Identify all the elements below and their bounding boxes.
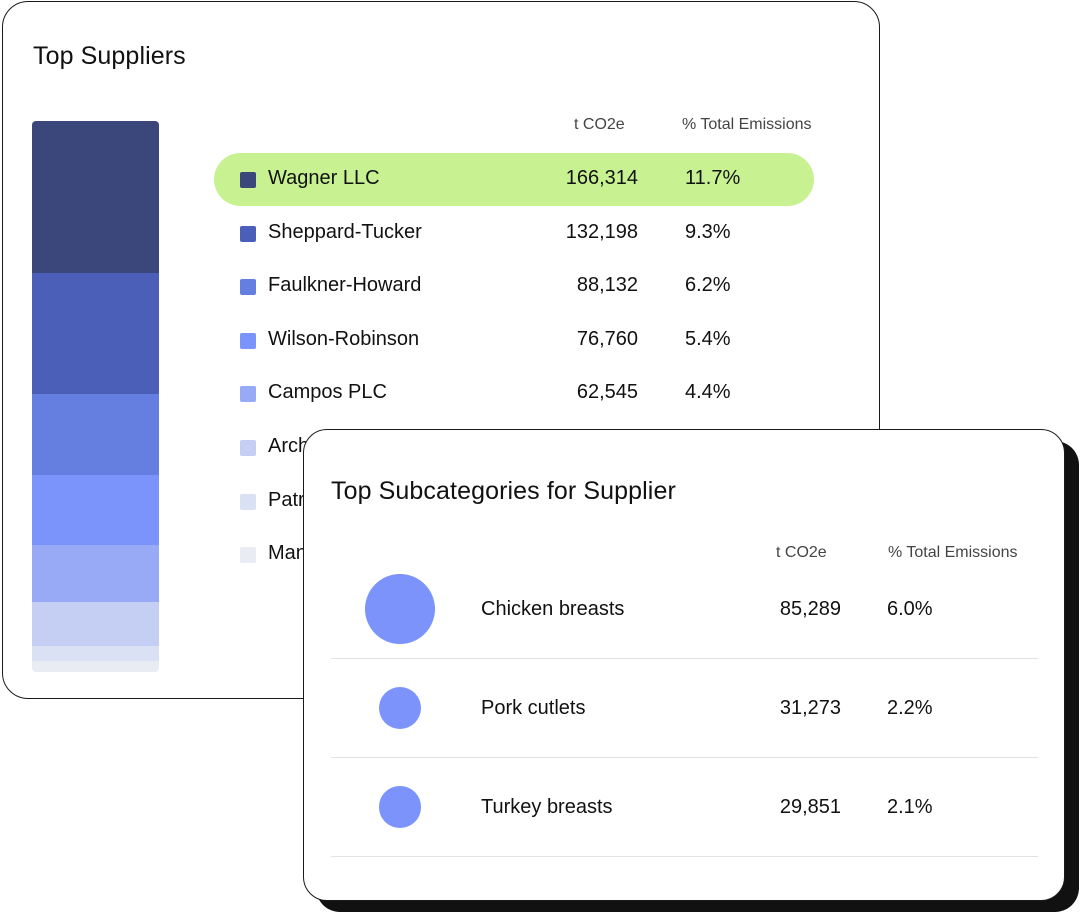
subcategory-co2-value: 85,289 <box>779 598 841 620</box>
supplier-color-swatch <box>240 225 256 242</box>
supplier-name: Wagner LLC <box>268 167 380 189</box>
supplier-co2-value: 62,545 <box>576 381 638 404</box>
stacked-bar-segment[interactable] <box>32 474 159 546</box>
stacked-bar-segment[interactable] <box>32 394 159 475</box>
supplier-row[interactable]: Faulkner-Howard 88,132 6.2% <box>214 260 814 313</box>
supplier-name: Wilson-Robinson <box>268 327 420 350</box>
stacked-bar-segment[interactable] <box>32 660 159 672</box>
supplier-co2-value: 166,314 <box>565 167 638 189</box>
supplier-co2-value: 76,760 <box>576 327 638 350</box>
supplier-row[interactable]: Man <box>214 528 814 581</box>
supplier-color-swatch <box>240 547 256 564</box>
subcategory-row[interactable]: Pork cutlets 31,273 2.2% <box>331 659 1038 758</box>
suppliers-col-co2-header: t CO2e <box>574 116 625 133</box>
subcategory-row[interactable]: Turkey breasts 29,851 2.1% <box>331 758 1038 857</box>
supplier-color-swatch <box>240 172 256 188</box>
top-suppliers-title: Top Suppliers <box>33 42 186 70</box>
subcategory-bubble <box>379 786 421 828</box>
subcategory-pct-value: 2.2% <box>887 697 933 719</box>
supplier-color-swatch <box>240 386 256 403</box>
subcategories-col-pct-header: % Total Emissions <box>888 544 1018 561</box>
supplier-color-swatch <box>240 279 256 296</box>
suppliers-stacked-bar <box>32 121 159 672</box>
suppliers-col-pct-header: % Total Emissions <box>682 116 812 133</box>
supplier-name: Patr <box>268 488 305 511</box>
subcategory-co2-value: 31,273 <box>779 697 841 719</box>
supplier-pct-value: 9.3% <box>685 220 731 243</box>
subcategory-pct-value: 6.0% <box>887 598 933 620</box>
stacked-bar-segment[interactable] <box>32 273 159 395</box>
subcategory-row[interactable]: Chicken breasts 85,289 6.0% <box>331 560 1038 659</box>
supplier-name: Arch <box>268 435 310 457</box>
supplier-name: Sheppard-Tucker <box>268 220 422 243</box>
supplier-name: Faulkner-Howard <box>268 274 422 297</box>
top-subcategories-card: Top Subcategories for Supplier t CO2e % … <box>303 429 1065 901</box>
supplier-co2-value: 88,132 <box>576 274 638 297</box>
supplier-name: Man <box>268 542 307 565</box>
top-subcategories-title: Top Subcategories for Supplier <box>331 477 676 505</box>
supplier-color-swatch <box>240 493 256 510</box>
supplier-co2-value: 132,198 <box>565 220 638 243</box>
subcategory-name: Pork cutlets <box>481 697 586 719</box>
supplier-row[interactable]: Wilson-Robinson 76,760 5.4% <box>214 314 814 367</box>
stacked-bar-segment[interactable] <box>32 602 159 647</box>
subcategory-bubble <box>365 574 435 644</box>
subcategory-bubble <box>378 686 422 730</box>
subcategory-pct-value: 2.1% <box>887 796 933 818</box>
stacked-bar-segment[interactable] <box>32 545 159 603</box>
subcategories-col-co2-header: t CO2e <box>776 544 827 561</box>
supplier-pct-value: 11.7% <box>685 167 741 189</box>
supplier-pct-value: 6.2% <box>685 274 731 297</box>
stacked-bar-segment[interactable] <box>32 121 159 274</box>
subcategory-name: Turkey breasts <box>481 796 613 818</box>
supplier-pct-value: 4.4% <box>685 381 731 404</box>
supplier-row[interactable]: Campos PLC 62,545 4.4% <box>214 367 814 420</box>
supplier-name: Campos PLC <box>268 381 387 404</box>
stacked-bar-segment[interactable] <box>32 646 159 661</box>
subcategory-co2-value: 29,851 <box>779 796 841 818</box>
supplier-row[interactable]: Patr <box>214 475 814 528</box>
subcategory-name: Chicken breasts <box>481 598 625 620</box>
supplier-pct-value: 5.4% <box>685 327 731 350</box>
supplier-color-swatch <box>240 332 256 349</box>
supplier-color-swatch <box>240 440 256 456</box>
supplier-row[interactable]: Sheppard-Tucker 132,198 9.3% <box>214 207 814 260</box>
supplier-row[interactable]: Arch <box>214 421 814 474</box>
supplier-row[interactable]: Wagner LLC 166,314 11.7% <box>214 153 814 206</box>
